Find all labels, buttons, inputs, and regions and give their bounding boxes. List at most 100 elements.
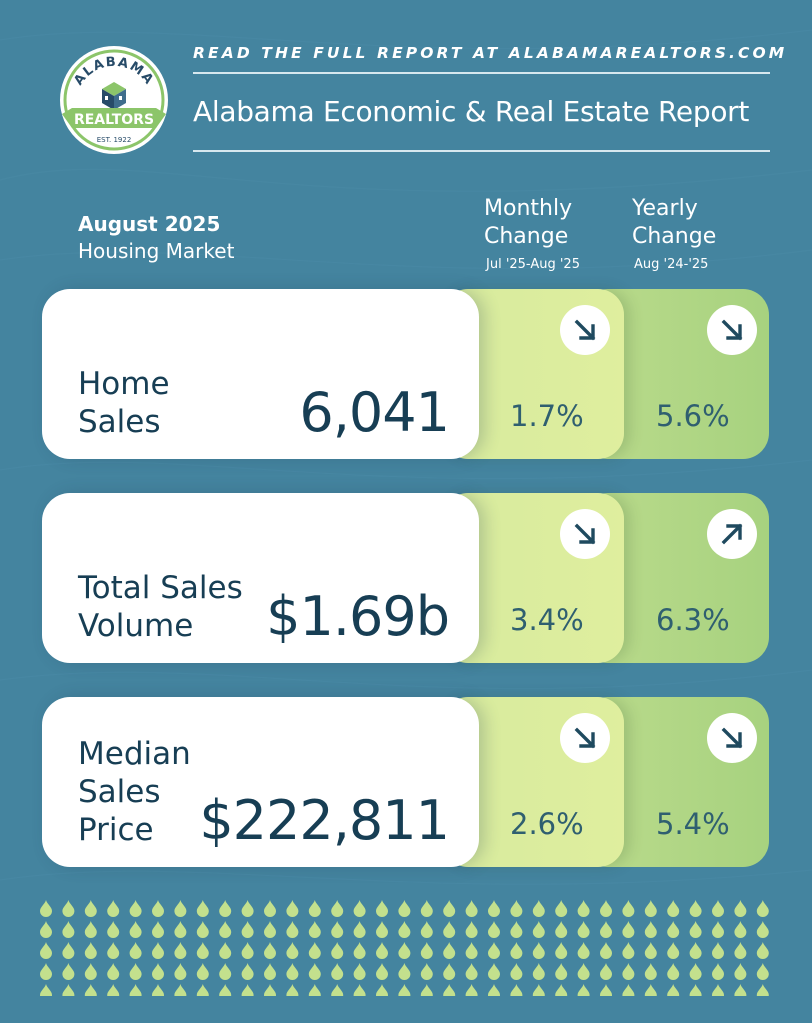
drop-shape [667,963,680,980]
yearly-change-value: 5.4% [656,807,730,841]
drop-shape [40,942,52,959]
drop-shape [129,963,142,980]
svg-text:EST. 1922: EST. 1922 [97,136,132,144]
drop-shape [555,984,568,996]
drop-shape [398,921,411,938]
drop-shape [689,921,702,938]
drop-shape [510,921,523,938]
period-subtitle: Housing Market [78,239,235,263]
drop-shape [420,921,433,938]
drop-shape [555,942,568,959]
drop-shape [577,984,590,996]
drop-shape [353,921,366,938]
decorative-drop-pattern [40,900,769,996]
drop-shape [734,921,747,938]
drop-shape [712,963,724,980]
metric-card: Total Sales Volume $1.69b [42,493,479,663]
drop-shape [734,942,747,959]
drop-shape [129,900,142,917]
drop-shape [532,900,545,917]
drop-shape [756,942,769,959]
drop-shape [308,963,321,980]
drop-shape [286,942,299,959]
drop-shape [40,900,52,917]
drop-shape [174,963,187,980]
drop-shape [488,963,500,980]
drop-shape [196,942,209,959]
drop-shape [219,963,232,980]
drop-shape [600,942,612,959]
yearly-change-header: Yearly Change Aug '24-'25 [632,195,716,273]
drop-shape [331,900,344,917]
drop-shape [667,984,680,996]
arrow-down-right-icon [560,509,610,559]
drop-shape [577,900,590,917]
drop-shape [420,900,433,917]
header-rule-bottom [193,150,770,152]
drop-shape [196,984,209,996]
metric-row-total-sales-volume: Total Sales Volume $1.69b 3.4% 6.3% [42,493,769,663]
period-month: August 2025 [78,212,221,236]
drop-shape [353,984,366,996]
drop-shape [376,921,388,938]
drop-shape [308,921,321,938]
drop-shape [532,921,545,938]
drop-shape [510,963,523,980]
drop-shape [756,921,769,938]
drop-shape [510,984,523,996]
drop-shape [40,984,52,996]
drop-shape [600,921,612,938]
monthly-change-value: 1.7% [510,399,584,433]
drop-shape [286,900,299,917]
drop-shape [84,963,97,980]
drop-shape [62,921,75,938]
drop-shape [488,900,500,917]
yearly-change-value: 6.3% [656,603,730,637]
monthly-change-title: Monthly Change [484,196,573,249]
drop-shape [689,963,702,980]
drop-shape [174,921,187,938]
drop-shape [62,963,75,980]
monthly-change-header: Monthly Change Jul '25-Aug '25 [484,195,580,273]
drop-shape [107,900,120,917]
arrow-down-right-icon [707,713,757,763]
drop-shape [152,963,164,980]
drop-shape [241,963,254,980]
drop-shape [264,921,276,938]
page-title: Alabama Economic & Real Estate Report [193,95,750,128]
drop-shape [622,900,635,917]
drop-shape [734,900,747,917]
arrow-up-right-icon [707,509,757,559]
metric-label: Home Sales [78,366,170,440]
report-url-tagline[interactable]: READ THE FULL REPORT AT ALABAMAREALTORS.… [193,44,788,62]
drop-shape [308,900,321,917]
yearly-change-value: 5.6% [656,399,730,433]
drop-shape [667,921,680,938]
drop-shape [555,921,568,938]
yearly-change-range: Aug '24-'25 [634,257,709,272]
drop-shape [488,984,500,996]
drop-shape [84,921,97,938]
drop-shape [174,900,187,917]
svg-text:REALTORS: REALTORS [74,112,154,128]
period-heading: August 2025 Housing Market [78,212,234,265]
metric-row-median-sales-price: Median Sales Price $222,811 2.6% 5.4% [42,697,769,867]
drop-shape [196,900,209,917]
drop-shape [152,942,164,959]
drop-shape [644,942,657,959]
drop-shape [353,900,366,917]
drop-shape [152,900,164,917]
drop-shape [219,921,232,938]
drop-shape [667,900,680,917]
drop-shape [734,963,747,980]
drop-shape [644,963,657,980]
drop-shape [107,942,120,959]
metric-row-home-sales: Home Sales 6,041 1.7% 5.6% [42,289,769,459]
drop-shape [555,963,568,980]
drop-shape [712,900,724,917]
drop-shape [129,942,142,959]
drop-shape [465,900,478,917]
drop-shape [129,921,142,938]
drop-shape [532,942,545,959]
header-rule-top [193,72,770,74]
